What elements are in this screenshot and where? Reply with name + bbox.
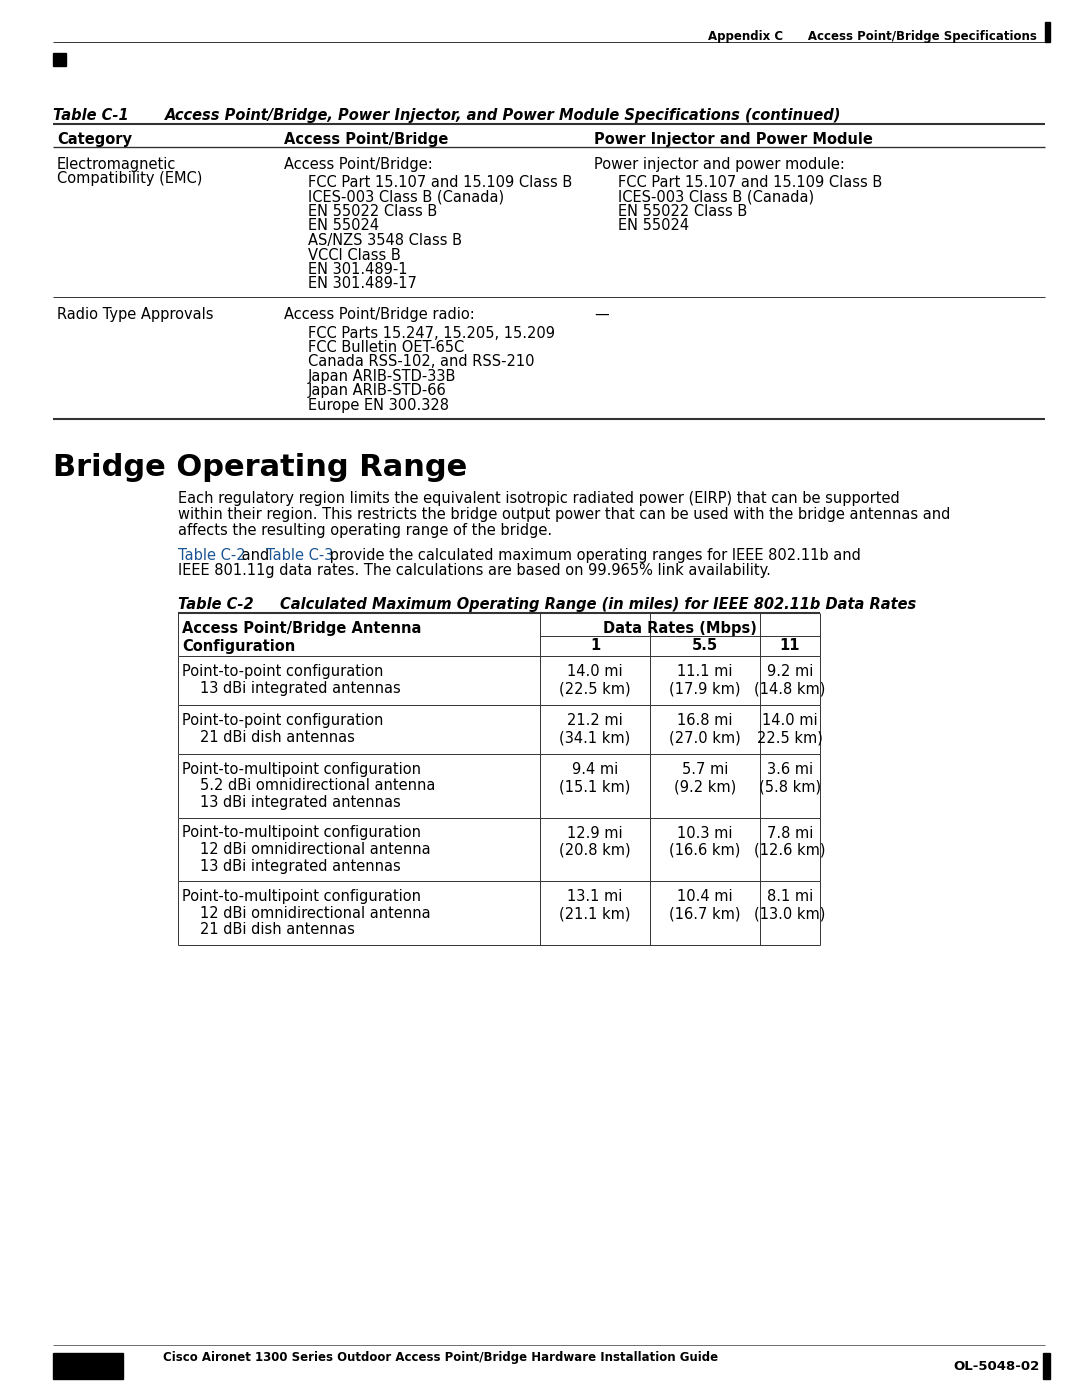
Text: Electromagnetic: Electromagnetic: [57, 156, 176, 172]
Text: 5.2 dBi omnidirectional antenna: 5.2 dBi omnidirectional antenna: [200, 778, 435, 793]
Text: 11.1 mi
(17.9 km): 11.1 mi (17.9 km): [670, 664, 741, 696]
Text: Appendix C      Access Point/Bridge Specifications: Appendix C Access Point/Bridge Specifica…: [708, 29, 1037, 43]
Text: Data Rates (Mbps): Data Rates (Mbps): [603, 622, 757, 636]
Text: 1: 1: [590, 638, 600, 654]
Text: 16.8 mi
(27.0 km): 16.8 mi (27.0 km): [670, 712, 741, 746]
Text: 7.8 mi
(12.6 km): 7.8 mi (12.6 km): [754, 826, 826, 858]
Text: EN 55024: EN 55024: [308, 218, 379, 233]
Text: Access Point/Bridge:: Access Point/Bridge:: [284, 156, 433, 172]
Text: Access Point/Bridge: Access Point/Bridge: [284, 131, 448, 147]
Text: Point-to-multipoint configuration: Point-to-multipoint configuration: [183, 826, 421, 841]
Text: 21 dBi dish antennas: 21 dBi dish antennas: [200, 922, 355, 937]
Bar: [53, 1354, 123, 1379]
Text: Japan ARIB-STD-33B: Japan ARIB-STD-33B: [308, 369, 457, 384]
Text: and: and: [237, 548, 274, 563]
Text: —: —: [594, 307, 609, 321]
Text: FCC Parts 15.247, 15.205, 15.209: FCC Parts 15.247, 15.205, 15.209: [308, 326, 555, 341]
Text: ICES-003 Class B (Canada): ICES-003 Class B (Canada): [308, 190, 504, 204]
Text: EN 55022 Class B: EN 55022 Class B: [308, 204, 437, 219]
Text: EN 301.489-17: EN 301.489-17: [308, 277, 417, 292]
Text: within their region. This restricts the bridge output power that can be used wit: within their region. This restricts the …: [178, 507, 950, 522]
Text: IEEE 801.11g data rates. The calculations are based on 99.965% link availability: IEEE 801.11g data rates. The calculation…: [178, 563, 771, 578]
Text: Table C-2: Table C-2: [178, 597, 254, 612]
Text: 9.4 mi
(15.1 km): 9.4 mi (15.1 km): [559, 761, 631, 795]
Text: Power Injector and Power Module: Power Injector and Power Module: [594, 131, 873, 147]
Text: Canada RSS-102, and RSS-210: Canada RSS-102, and RSS-210: [308, 355, 535, 369]
Text: EN 55024: EN 55024: [618, 218, 689, 233]
Text: Point-to-point configuration: Point-to-point configuration: [183, 712, 383, 728]
Text: 10.3 mi
(16.6 km): 10.3 mi (16.6 km): [670, 826, 741, 858]
Text: 14.0 mi
22.5 km): 14.0 mi 22.5 km): [757, 712, 823, 746]
Text: 12 dBi omnidirectional antenna: 12 dBi omnidirectional antenna: [200, 905, 431, 921]
Text: Access Point/Bridge radio:: Access Point/Bridge radio:: [284, 307, 475, 321]
Text: Compatibility (EMC): Compatibility (EMC): [57, 170, 202, 186]
Text: AS/NZS 3548 Class B: AS/NZS 3548 Class B: [308, 233, 462, 249]
Bar: [53, 53, 66, 66]
Text: Table C-1: Table C-1: [53, 108, 129, 123]
Text: 21 dBi dish antennas: 21 dBi dish antennas: [200, 729, 355, 745]
Text: 10.4 mi
(16.7 km): 10.4 mi (16.7 km): [670, 888, 741, 922]
Bar: [1043, 1354, 1050, 1379]
Text: provide the calculated maximum operating ranges for IEEE 802.11b and: provide the calculated maximum operating…: [325, 548, 861, 563]
Text: FCC Part 15.107 and 15.109 Class B: FCC Part 15.107 and 15.109 Class B: [308, 175, 572, 190]
Text: 5.5: 5.5: [692, 638, 718, 654]
Text: Radio Type Approvals: Radio Type Approvals: [57, 307, 214, 321]
Text: Cisco Aironet 1300 Series Outdoor Access Point/Bridge Hardware Installation Guid: Cisco Aironet 1300 Series Outdoor Access…: [163, 1351, 718, 1363]
Text: 13 dBi integrated antennas: 13 dBi integrated antennas: [200, 859, 401, 873]
Text: EN 55022 Class B: EN 55022 Class B: [618, 204, 747, 219]
Text: 21.2 mi
(34.1 km): 21.2 mi (34.1 km): [559, 712, 631, 746]
Text: C-4: C-4: [73, 1358, 103, 1373]
Text: 12.9 mi
(20.8 km): 12.9 mi (20.8 km): [559, 826, 631, 858]
Text: 8.1 mi
(13.0 km): 8.1 mi (13.0 km): [754, 888, 826, 922]
Text: EN 301.489-1: EN 301.489-1: [308, 263, 407, 277]
Text: 3.6 mi
(5.8 km): 3.6 mi (5.8 km): [759, 761, 821, 795]
Text: 11: 11: [780, 638, 800, 654]
Text: FCC Part 15.107 and 15.109 Class B: FCC Part 15.107 and 15.109 Class B: [618, 175, 882, 190]
Text: Japan ARIB-STD-66: Japan ARIB-STD-66: [308, 384, 447, 398]
Text: VCCI Class B: VCCI Class B: [308, 247, 401, 263]
Text: Access Point/Bridge Antenna: Access Point/Bridge Antenna: [183, 622, 421, 636]
Text: Europe EN 300.328: Europe EN 300.328: [308, 398, 449, 414]
Text: Each regulatory region limits the equivalent isotropic radiated power (EIRP) tha: Each regulatory region limits the equiva…: [178, 492, 900, 507]
Text: Configuration: Configuration: [183, 638, 295, 654]
Bar: [1045, 22, 1050, 42]
Text: 13 dBi integrated antennas: 13 dBi integrated antennas: [200, 795, 401, 810]
Text: FCC Bulletin OET-65C: FCC Bulletin OET-65C: [308, 339, 464, 355]
Text: Point-to-multipoint configuration: Point-to-multipoint configuration: [183, 761, 421, 777]
Text: 14.0 mi
(22.5 km): 14.0 mi (22.5 km): [559, 664, 631, 696]
Text: Bridge Operating Range: Bridge Operating Range: [53, 454, 468, 482]
Text: Category: Category: [57, 131, 132, 147]
Text: OL-5048-02: OL-5048-02: [954, 1361, 1040, 1373]
Text: Table C-2: Table C-2: [178, 548, 245, 563]
Text: Point-to-point configuration: Point-to-point configuration: [183, 664, 383, 679]
Text: affects the resulting operating range of the bridge.: affects the resulting operating range of…: [178, 522, 552, 538]
Text: 13 dBi integrated antennas: 13 dBi integrated antennas: [200, 680, 401, 696]
Text: Table C-3: Table C-3: [266, 548, 334, 563]
Text: 12 dBi omnidirectional antenna: 12 dBi omnidirectional antenna: [200, 842, 431, 856]
Text: ICES-003 Class B (Canada): ICES-003 Class B (Canada): [618, 190, 814, 204]
Text: Calculated Maximum Operating Range (in miles) for IEEE 802.11b Data Rates: Calculated Maximum Operating Range (in m…: [280, 597, 916, 612]
Text: Access Point/Bridge, Power Injector, and Power Module Specifications (continued): Access Point/Bridge, Power Injector, and…: [165, 108, 841, 123]
Text: 13.1 mi
(21.1 km): 13.1 mi (21.1 km): [559, 888, 631, 922]
Text: 5.7 mi
(9.2 km): 5.7 mi (9.2 km): [674, 761, 737, 795]
Text: Power injector and power module:: Power injector and power module:: [594, 156, 845, 172]
Text: Point-to-multipoint configuration: Point-to-multipoint configuration: [183, 888, 421, 904]
Text: 9.2 mi
(14.8 km): 9.2 mi (14.8 km): [754, 664, 826, 696]
